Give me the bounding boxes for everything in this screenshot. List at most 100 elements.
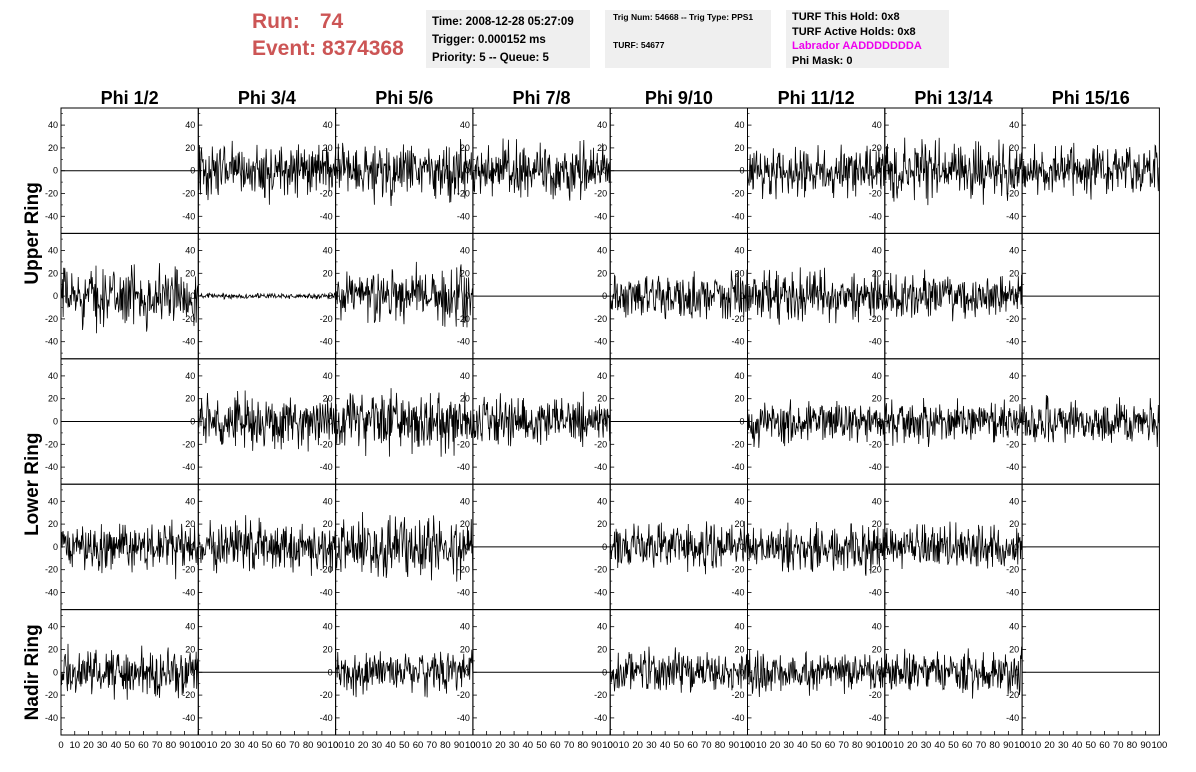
x-tick-label: 90 — [1140, 740, 1151, 751]
y-tick-label: 40 — [460, 120, 470, 130]
x-tick-label: 20 — [907, 740, 918, 751]
y-tick-label: -20 — [457, 189, 470, 199]
y-tick-label: -40 — [731, 588, 744, 598]
waveform-series — [472, 138, 611, 201]
waveform-series — [884, 397, 1023, 448]
y-tick-label: 40 — [1009, 371, 1019, 381]
x-tick-label: 80 — [989, 740, 1000, 751]
y-tick-label: -20 — [45, 439, 58, 449]
y-tick-label: 20 — [872, 645, 882, 655]
y-tick-label: 0 — [739, 542, 744, 552]
x-tick-label: 60 — [962, 740, 973, 751]
y-tick-label: 0 — [328, 291, 333, 301]
y-tick-label: -20 — [320, 690, 333, 700]
y-tick-label: 40 — [185, 496, 195, 506]
priority-text: Priority: 5 -- Queue: 5 — [432, 52, 549, 64]
y-tick-label: -40 — [457, 337, 470, 347]
x-tick-label: 90 — [317, 740, 328, 751]
x-tick-label: 40 — [797, 740, 808, 751]
x-tick-label: 20 — [83, 740, 94, 751]
x-tick-label: 30 — [97, 740, 108, 751]
waveform-series — [60, 643, 199, 700]
x-tick-label: 70 — [976, 740, 987, 751]
event-label: Event: — [252, 37, 317, 60]
y-tick-label: 0 — [739, 417, 744, 427]
x-tick-label: 100 — [1014, 740, 1030, 751]
y-tick-label: 0 — [602, 166, 607, 176]
waveform-series — [335, 261, 474, 328]
y-tick-label: -40 — [457, 588, 470, 598]
y-tick-label: -20 — [320, 189, 333, 199]
y-tick-label: -40 — [320, 211, 333, 221]
y-tick-label: 40 — [734, 371, 744, 381]
y-tick-label: 40 — [460, 496, 470, 506]
y-tick-label: 20 — [323, 645, 333, 655]
y-tick-label: -20 — [457, 439, 470, 449]
y-tick-label: -40 — [182, 462, 195, 472]
y-tick-label: 0 — [328, 417, 333, 427]
waveform-series — [884, 521, 1023, 570]
x-tick-label: 90 — [591, 740, 602, 751]
y-tick-label: 0 — [53, 542, 58, 552]
x-tick-label: 90 — [454, 740, 465, 751]
x-tick-label: 90 — [179, 740, 190, 751]
y-tick-label: 40 — [734, 120, 744, 130]
x-tick-label: 0 — [1019, 740, 1024, 751]
waveform-series — [884, 646, 1023, 699]
x-tick-label: 30 — [509, 740, 520, 751]
y-tick-label: 20 — [872, 143, 882, 153]
y-tick-label: -40 — [731, 713, 744, 723]
x-tick-label: 70 — [152, 740, 163, 751]
turf-num-text: TURF: 54677 — [613, 40, 665, 50]
y-tick-label: -20 — [731, 690, 744, 700]
y-tick-label: -40 — [1006, 713, 1019, 723]
x-tick-label: 60 — [825, 740, 836, 751]
y-tick-label: 20 — [872, 394, 882, 404]
y-tick-label: 40 — [48, 120, 58, 130]
event-value: 8374368 — [322, 37, 404, 60]
y-tick-label: 20 — [597, 519, 607, 529]
x-tick-label: 40 — [660, 740, 671, 751]
waveform-series — [1021, 142, 1160, 200]
y-tick-label: -40 — [869, 211, 882, 221]
y-tick-label: 20 — [48, 143, 58, 153]
x-tick-label: 40 — [934, 740, 945, 751]
y-tick-label: 20 — [48, 268, 58, 278]
y-tick-label: 40 — [872, 371, 882, 381]
x-tick-label: 20 — [220, 740, 231, 751]
y-tick-label: 0 — [190, 542, 195, 552]
y-tick-label: 0 — [1014, 667, 1019, 677]
x-tick-label: 10 — [344, 740, 355, 751]
x-tick-label: 0 — [333, 740, 338, 751]
y-tick-label: 20 — [734, 519, 744, 529]
y-tick-label: 20 — [323, 394, 333, 404]
y-tick-label: 0 — [877, 667, 882, 677]
turf-active-holds-text: TURF Active Holds: 0x8 — [792, 25, 916, 38]
waveform-series — [197, 292, 336, 301]
x-tick-label: 70 — [838, 740, 849, 751]
y-tick-label: 20 — [1009, 143, 1019, 153]
x-tick-label: 70 — [564, 740, 575, 751]
y-tick-label: 20 — [597, 394, 607, 404]
waveform-series — [747, 649, 886, 698]
y-tick-label: 20 — [597, 645, 607, 655]
y-tick-label: -40 — [457, 462, 470, 472]
y-tick-label: 40 — [1009, 246, 1019, 256]
y-tick-label: 40 — [597, 120, 607, 130]
y-tick-label: -20 — [869, 314, 882, 324]
y-tick-label: -20 — [45, 189, 58, 199]
y-tick-label: 20 — [323, 268, 333, 278]
waveform-series — [335, 512, 474, 582]
y-tick-label: 40 — [460, 622, 470, 632]
y-tick-label: 0 — [328, 166, 333, 176]
y-tick-label: 20 — [185, 519, 195, 529]
time-info-box: Time: 2008-12-28 05:27:09 Trigger: 0.000… — [426, 10, 590, 68]
x-tick-label: 60 — [138, 740, 149, 751]
y-tick-label: 0 — [53, 291, 58, 301]
ring-label: Nadir Ring — [22, 624, 43, 720]
waveform-series — [747, 267, 886, 325]
x-tick-label: 0 — [196, 740, 201, 751]
x-tick-label: 80 — [166, 740, 177, 751]
x-tick-label: 100 — [602, 740, 618, 751]
